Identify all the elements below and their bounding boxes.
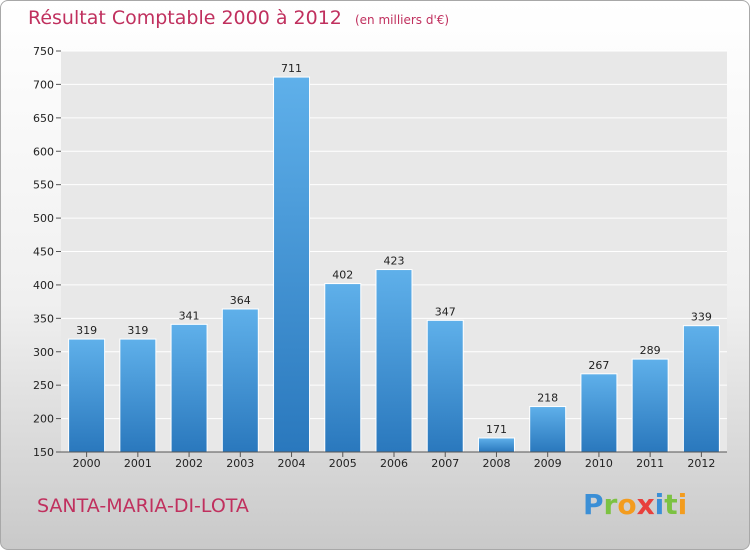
bar-2011 [631, 358, 669, 453]
logo-letter: o [617, 488, 637, 521]
logo-letter: i [677, 488, 688, 521]
x-tick-label: 2004 [278, 457, 306, 470]
bar-value-label: 171 [486, 423, 507, 436]
bar-2009 [529, 406, 567, 453]
x-tick-label: 2000 [73, 457, 101, 470]
bar-2012 [682, 325, 720, 453]
y-tick-label: 650 [33, 112, 54, 125]
y-tick-label: 350 [33, 312, 54, 325]
logo-letter: r [603, 488, 618, 521]
x-tick-label: 2009 [534, 457, 562, 470]
chart-title-block: Résultat Comptable 2000 à 2012 (en milli… [28, 7, 449, 29]
bar-2008 [477, 437, 515, 453]
bar-2001 [119, 338, 157, 453]
y-tick-label: 450 [33, 246, 54, 259]
y-tick-label: 150 [33, 446, 54, 459]
x-tick-label: 2006 [380, 457, 408, 470]
bar-value-label: 218 [537, 392, 558, 405]
x-tick-label: 2005 [329, 457, 357, 470]
proxiti-logo: Proxiti [583, 488, 687, 521]
x-tick-label: 2011 [636, 457, 664, 470]
x-tick-label: 2007 [431, 457, 459, 470]
bar-value-label: 267 [588, 359, 609, 372]
y-tick-label: 600 [33, 145, 54, 158]
y-tick-label: 200 [33, 413, 54, 426]
bar-value-label: 347 [435, 305, 456, 318]
y-tick-label: 700 [33, 78, 54, 91]
bar-value-label: 319 [127, 324, 148, 337]
y-tick-label: 500 [33, 212, 54, 225]
bar-value-label: 289 [640, 344, 661, 357]
bars: 319 319 341 364 711 402 423 347 171 218 267 289 339 [68, 62, 720, 453]
chart-title: Résultat Comptable 2000 à 2012 [28, 7, 342, 29]
bar-value-label: 423 [384, 255, 405, 268]
bar-2004 [273, 76, 311, 453]
commune-name: SANTA-MARIA-DI-LOTA [37, 495, 249, 517]
y-tick-label: 750 [33, 45, 54, 58]
bar-2010 [580, 373, 618, 453]
logo-letter: t [664, 488, 678, 521]
bar-2002 [170, 323, 208, 453]
grid-lines [61, 50, 727, 420]
bar-2007 [426, 319, 464, 453]
x-tick-label: 2002 [175, 457, 203, 470]
bar-value-label: 364 [230, 294, 251, 307]
y-tick-label: 250 [33, 379, 54, 392]
bar-value-label: 339 [691, 311, 712, 324]
bar-value-label: 341 [179, 309, 200, 322]
x-tick-label: 2008 [482, 457, 510, 470]
bar-value-label: 319 [76, 324, 97, 337]
x-tick-label: 2012 [687, 457, 715, 470]
bar-2006 [375, 269, 413, 453]
y-axis-labels: 150 200 250 300 350 400 450 500 550 600 650 700 750 [33, 45, 61, 459]
bar-2000 [68, 338, 106, 453]
y-tick-label: 550 [33, 179, 54, 192]
x-tick-label: 2010 [585, 457, 613, 470]
bar-value-label: 402 [332, 269, 353, 282]
x-tick-label: 2001 [124, 457, 152, 470]
bar-2005 [324, 283, 362, 453]
bar-value-label: 711 [281, 62, 302, 75]
logo-letter: i [654, 488, 665, 521]
bar-2003 [221, 308, 259, 453]
y-tick-label: 300 [33, 346, 54, 359]
y-tick-label: 400 [33, 279, 54, 292]
logo-letter: x [636, 488, 655, 521]
chart-unit: (en milliers d'€) [354, 13, 450, 27]
logo-letter: P [583, 488, 604, 521]
x-tick-label: 2003 [226, 457, 254, 470]
x-axis-labels: 2000 2001 2002 2003 2004 2005 2006 2007 2008 2009… [61, 451, 727, 470]
